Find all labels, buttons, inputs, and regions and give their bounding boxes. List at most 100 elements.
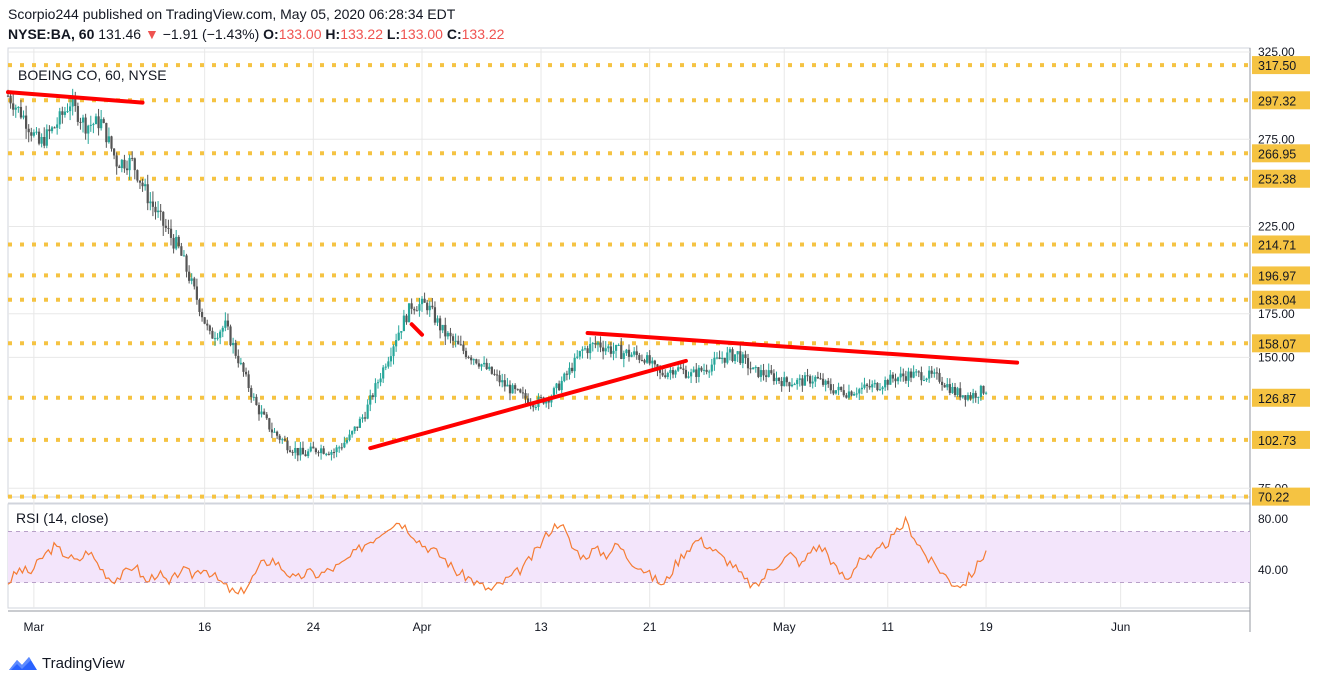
candle-body: [827, 380, 830, 385]
candle-body: [415, 310, 418, 312]
x-tick-label: Mar: [24, 620, 45, 634]
candle-body: [969, 395, 972, 399]
candle-body: [741, 354, 744, 364]
candle-body: [319, 448, 323, 454]
candle-body: [801, 378, 804, 386]
level-label: 183.04: [1258, 294, 1296, 308]
candle-body: [519, 389, 522, 393]
candle-body: [658, 369, 662, 373]
candle-body: [803, 375, 807, 386]
candle-body: [268, 418, 271, 430]
candle-body: [402, 315, 405, 332]
candle-body: [213, 338, 217, 340]
candle-body: [208, 325, 211, 331]
candle-body: [788, 382, 791, 387]
candle-body: [154, 206, 157, 213]
candle-body: [405, 315, 408, 323]
candle-body: [666, 373, 669, 377]
candle-body: [677, 367, 680, 371]
candle-body: [702, 369, 706, 371]
candle-body: [829, 384, 832, 391]
candle-body: [345, 440, 349, 443]
candle-body: [757, 367, 760, 377]
candle-body: [338, 447, 341, 449]
candle-body: [9, 95, 12, 104]
candle-body: [695, 369, 698, 377]
symbol-label[interactable]: NYSE:BA, 60: [8, 26, 95, 42]
candle-body: [244, 371, 248, 375]
candle-body: [211, 330, 214, 339]
candle-body: [146, 184, 149, 204]
candle-body: [563, 373, 566, 381]
candle-body: [226, 320, 230, 327]
candle-body: [278, 435, 281, 440]
candle-body: [348, 434, 351, 441]
candle-body: [270, 429, 274, 433]
candle-body: [671, 370, 675, 375]
candle-body: [198, 299, 201, 312]
candle-body: [467, 357, 470, 359]
x-tick-label: 13: [534, 620, 548, 634]
candle-body: [291, 451, 294, 453]
candle-body: [565, 373, 568, 375]
trendline-small-red-segment: [409, 322, 424, 337]
close-label: C:: [446, 26, 462, 42]
candle-body: [221, 327, 224, 332]
candle-body: [511, 385, 514, 394]
candle-body: [444, 324, 447, 337]
candle-body: [715, 357, 719, 359]
candle-body: [690, 372, 693, 377]
candle-body: [250, 388, 253, 398]
candle-body: [81, 117, 85, 123]
candle-body: [25, 115, 28, 129]
candle-body: [71, 98, 74, 107]
candle-body: [6, 95, 10, 97]
candle-body: [946, 384, 949, 388]
candle-body: [959, 388, 962, 398]
candle-body: [979, 385, 982, 397]
candle-body: [353, 426, 356, 432]
candle-body: [464, 350, 468, 358]
candle-body: [982, 385, 985, 394]
change-value: −1.91 (−1.43%): [162, 26, 260, 42]
candle-body: [263, 411, 266, 415]
brand-name: TradingView: [42, 654, 125, 672]
candle-body: [454, 340, 457, 342]
candle-body: [288, 450, 292, 452]
candle-body: [953, 386, 957, 395]
candle-body: [107, 136, 111, 143]
candle-body: [881, 387, 884, 390]
candle-body: [943, 385, 946, 388]
candle-body: [902, 373, 905, 377]
candle-body: [889, 374, 892, 385]
tradingview-brand[interactable]: TradingView: [8, 654, 125, 672]
candle-body: [426, 302, 429, 311]
candle-body: [638, 355, 641, 360]
candle-body: [84, 117, 87, 134]
candle-body: [498, 375, 501, 383]
candle-body: [224, 320, 227, 328]
candle-body: [423, 298, 426, 303]
candle-body: [177, 236, 180, 247]
candle-body: [824, 380, 827, 385]
candle-body: [371, 395, 374, 398]
candle-body: [723, 357, 726, 363]
candle-body: [819, 378, 822, 380]
candle-body: [798, 378, 801, 380]
candle-body: [630, 354, 633, 357]
high-value: 133.22: [340, 26, 384, 42]
candle-body: [397, 332, 400, 341]
candle-body: [327, 453, 330, 455]
candle-body: [646, 355, 649, 363]
candle-body: [669, 370, 672, 374]
candle-body: [462, 344, 465, 351]
candle-body: [322, 448, 325, 454]
candle-body: [708, 371, 711, 373]
candle-body: [721, 357, 724, 360]
candle-body: [382, 367, 385, 379]
candle-body: [387, 361, 390, 367]
candle-body: [190, 278, 193, 281]
candle-body: [775, 377, 778, 382]
candle-body: [589, 344, 592, 354]
